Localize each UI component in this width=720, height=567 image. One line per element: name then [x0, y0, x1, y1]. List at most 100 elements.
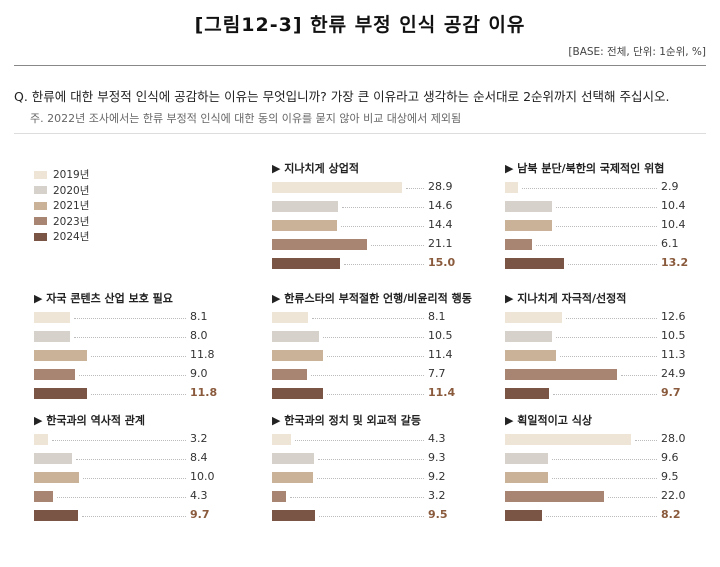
data-label: 28.0: [661, 432, 686, 445]
bar-2023년: [505, 491, 604, 502]
leader-line: [57, 497, 186, 498]
leader-line: [555, 226, 657, 227]
leader-line: [327, 356, 424, 357]
legend-swatch: [34, 217, 47, 226]
chart-title: ▶ 한국과의 정치 및 외교적 갈등: [272, 414, 422, 427]
bar-2020년: [272, 201, 338, 212]
leader-line: [555, 207, 657, 208]
bar-2021년: [34, 350, 88, 361]
leader-line: [295, 440, 424, 441]
bar-row: 8.2: [505, 506, 695, 525]
data-label: 10.0: [190, 470, 215, 483]
leader-line: [327, 394, 424, 395]
bar-2020년: [34, 331, 70, 342]
leader-line: [290, 497, 424, 498]
legend-swatch: [34, 201, 47, 210]
data-label: 9.5: [428, 508, 448, 521]
bar-row: 9.6: [505, 449, 695, 468]
legend-item: 2023년: [34, 214, 89, 230]
bar-2020년: [505, 201, 552, 212]
leader-line: [75, 459, 186, 460]
bar-2024년: [272, 388, 324, 399]
data-label: 11.4: [428, 386, 456, 399]
data-label: 3.2: [428, 489, 446, 502]
bar-row: 28.0: [505, 430, 695, 449]
leader-line: [559, 356, 657, 357]
bar-row: 21.1: [272, 235, 462, 254]
leader-line: [323, 337, 424, 338]
legend-label: 2020년: [53, 184, 90, 197]
bar-2023년: [272, 369, 307, 380]
bar-2024년: [34, 510, 78, 521]
data-label: 9.0: [190, 367, 208, 380]
chart-title: ▶ 한국과의 역사적 관계: [34, 414, 146, 427]
bar-2023년: [34, 369, 75, 380]
bar-row: 10.4: [505, 216, 695, 235]
data-label: 8.1: [190, 310, 208, 323]
leader-line: [608, 497, 657, 498]
data-label: 7.7: [428, 367, 446, 380]
data-label: 9.5: [661, 470, 679, 483]
data-label: 9.6: [661, 451, 679, 464]
bar-row: 10.5: [505, 327, 695, 346]
bar-row: 10.0: [34, 468, 224, 487]
bar-row: 11.8: [34, 346, 224, 365]
bar-2021년: [272, 472, 314, 483]
leader-line: [317, 459, 424, 460]
data-label: 10.4: [661, 218, 686, 231]
bar-row: 9.2: [272, 468, 462, 487]
bar-2023년: [505, 369, 618, 380]
data-label: 9.2: [428, 470, 446, 483]
legend-swatch: [34, 186, 47, 195]
data-label: 28.9: [428, 180, 453, 193]
leader-line: [406, 188, 424, 189]
leader-line: [81, 516, 186, 517]
data-label: 9.7: [661, 386, 681, 399]
data-label: 8.1: [428, 310, 446, 323]
bar-2019년: [505, 182, 519, 193]
bar-2020년: [272, 453, 314, 464]
chart-panel: ▶ 한국과의 역사적 관계 3.2 8.4 10.0 4.3 9.7: [34, 412, 224, 525]
chart-title: ▶ 지나치게 상업적: [272, 162, 359, 175]
leader-line: [568, 264, 657, 265]
leader-line: [310, 375, 424, 376]
chart-panel: ▶ 획일적이고 식상 28.0 9.6 9.5 22.0 8.2: [505, 412, 695, 525]
chart-title: ▶ 획일적이고 식상: [505, 414, 592, 427]
bar-row: 7.7: [272, 365, 462, 384]
leader-line: [312, 318, 424, 319]
legend-label: 2024년: [53, 231, 90, 244]
bar-2019년: [272, 312, 309, 323]
data-label: 15.0: [428, 256, 456, 269]
data-label: 8.2: [661, 508, 681, 521]
leader-line: [552, 394, 657, 395]
leader-line: [522, 188, 657, 189]
data-label: 12.6: [661, 310, 686, 323]
divider: [14, 65, 706, 66]
legend-swatch: [34, 232, 47, 241]
bar-row: 24.9: [505, 365, 695, 384]
data-label: 11.8: [190, 348, 215, 361]
leader-line: [370, 245, 424, 246]
leader-line: [318, 516, 424, 517]
legend-item: 2020년: [34, 183, 89, 199]
chart-title: ▶ 자국 콘텐츠 산업 보호 필요: [34, 292, 173, 305]
bar-2019년: [34, 434, 49, 445]
leader-line: [340, 226, 424, 227]
bar-2021년: [505, 472, 548, 483]
bar-2019년: [272, 434, 292, 445]
chart-panel: ▶ 한국과의 정치 및 외교적 갈등 4.3 9.3 9.2 3.2 9.5: [272, 412, 462, 525]
bar-2024년: [34, 388, 88, 399]
data-label: 10.4: [661, 199, 686, 212]
bar-2020년: [272, 331, 320, 342]
bar-2023년: [34, 491, 54, 502]
bar-2019년: [505, 434, 631, 445]
leader-line: [565, 318, 657, 319]
chart-panel: ▶ 지나치게 자극적/선정적 12.6 10.5 11.3 24.9 9.7: [505, 290, 695, 403]
data-label: 9.3: [428, 451, 446, 464]
data-label: 10.5: [661, 329, 686, 342]
data-label: 24.9: [661, 367, 686, 380]
data-label: 13.2: [661, 256, 689, 269]
leader-line: [91, 356, 186, 357]
leader-line: [551, 478, 657, 479]
leader-line: [52, 440, 186, 441]
